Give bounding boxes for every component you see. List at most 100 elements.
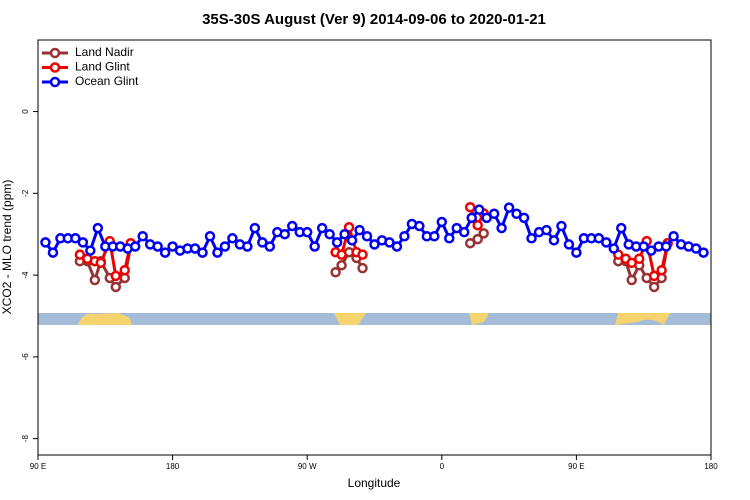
data-point (189, 243, 201, 254)
y-tick-label: -2 (21, 189, 30, 197)
data-point (488, 208, 500, 220)
x-tick-label: 0 (440, 462, 445, 471)
x-tick-label: 180 (166, 462, 180, 471)
x-tick-label: 180 (704, 462, 718, 471)
data-point (601, 237, 612, 248)
y-tick-label: 0 (21, 109, 30, 114)
data-point (626, 257, 637, 269)
data-point (626, 274, 637, 286)
data-point (472, 219, 483, 231)
data-point (264, 241, 276, 252)
data-point (451, 222, 463, 234)
data-point (110, 281, 122, 293)
data-point (279, 228, 291, 240)
data-point (466, 212, 477, 224)
data-point (384, 237, 395, 248)
data-point (593, 233, 605, 244)
data-point (656, 264, 667, 276)
data-point (369, 239, 380, 250)
data-point (129, 241, 141, 252)
data-point (698, 247, 709, 258)
y-axis-label: XCO2 - MLO trend (ppm) (0, 180, 14, 315)
data-point (399, 231, 410, 242)
data-point (648, 281, 660, 293)
data-point (330, 266, 341, 278)
data-point (301, 226, 313, 238)
land-patch (469, 313, 489, 325)
data-point (633, 253, 645, 264)
data-point (324, 228, 335, 240)
map-strip (38, 313, 711, 325)
x-tick-label: 90 E (568, 462, 584, 471)
data-point (249, 222, 261, 234)
x-tick-label: 90 E (30, 462, 46, 471)
data-point (339, 228, 350, 240)
data-point (159, 247, 171, 258)
data-point (119, 264, 130, 276)
data-point (648, 270, 660, 282)
data-point (257, 237, 268, 248)
data-point (309, 241, 320, 252)
data-point (47, 247, 59, 258)
legend-label: Land Glint (75, 60, 130, 74)
data-point (357, 262, 368, 274)
data-point (563, 239, 575, 250)
land-patch (615, 313, 670, 325)
series (74, 201, 673, 282)
data-point (608, 243, 620, 254)
legend-label: Ocean Glint (75, 74, 139, 88)
data-point (526, 233, 537, 244)
data-point (638, 241, 649, 252)
data-point (286, 220, 298, 232)
data-point (464, 237, 476, 249)
data-point (548, 235, 560, 246)
data-point (336, 260, 347, 271)
legend-marker (49, 76, 61, 88)
data-point (343, 222, 355, 233)
data-point (503, 202, 515, 213)
data-point (472, 233, 483, 245)
data-point (660, 241, 672, 252)
data-point (464, 201, 476, 213)
data-point (95, 257, 107, 269)
data-point (391, 241, 403, 252)
data-point (242, 241, 253, 252)
data-point (212, 247, 223, 258)
data-point (436, 216, 448, 228)
data-point (74, 249, 86, 260)
x-axis-label: Longitude (348, 476, 401, 490)
legend-marker (49, 47, 61, 59)
data-point (690, 243, 702, 254)
data-point (40, 237, 51, 248)
data-point (346, 235, 358, 246)
series (40, 202, 709, 258)
data-point (357, 249, 368, 260)
data-point (354, 224, 365, 236)
data-point (518, 212, 530, 224)
data-point (571, 247, 582, 258)
x-tick-label: 90 W (298, 462, 317, 471)
data-point (616, 222, 627, 234)
data-point (197, 247, 208, 258)
data-point (541, 224, 552, 236)
data-point (478, 228, 489, 239)
data-point (85, 245, 96, 256)
data-point (204, 231, 216, 242)
data-point (473, 204, 485, 215)
data-point (668, 231, 679, 242)
data-point (331, 237, 343, 248)
data-point (444, 233, 455, 244)
data-point (429, 231, 440, 242)
data-point (137, 231, 148, 242)
data-point (316, 222, 328, 234)
y-tick-label: -6 (21, 353, 30, 361)
chart-title: 35S-30S August (Ver 9) 2014-09-06 to 202… (202, 11, 546, 28)
y-tick-label: -4 (21, 271, 30, 279)
land-patch (334, 313, 366, 325)
data-point (361, 231, 373, 242)
data-point (70, 233, 81, 244)
data-point (110, 270, 122, 282)
land-patch (78, 313, 132, 325)
